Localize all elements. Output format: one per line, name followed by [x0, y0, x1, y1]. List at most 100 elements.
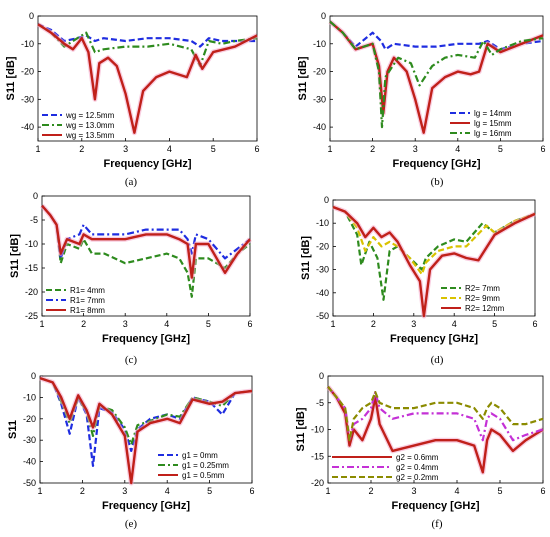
x-tick-label: 4: [454, 486, 459, 496]
y-tick-label: -30: [23, 435, 36, 445]
y-tick-label: -10: [21, 39, 34, 49]
x-tick-label: 6: [540, 144, 545, 154]
series-line-3: [39, 376, 253, 485]
x-axis-label: Frequency [GHz]: [392, 158, 480, 170]
y-tick-label: -20: [311, 478, 324, 488]
legend-entry: lg = 16mm: [474, 129, 512, 138]
x-axis-label: Frequency [GHz]: [390, 333, 478, 345]
legend-entry: R2= 12mm: [465, 304, 505, 313]
x-tick-label: 4: [165, 486, 170, 496]
legend-entry: R2= 9mm: [465, 294, 500, 303]
legend-entry: g2 = 0.4mm: [396, 463, 439, 472]
y-tick-label: -20: [25, 287, 38, 297]
x-tick-label: 6: [532, 319, 537, 329]
x-tick-label: 3: [123, 144, 128, 154]
y-tick-label: -15: [25, 263, 38, 273]
x-tick-label: 2: [80, 486, 85, 496]
legend-entry: wg = 13.0mm: [65, 121, 115, 130]
x-tick-label: 2: [81, 319, 86, 329]
x-axis-label: Frequency [GHz]: [102, 333, 190, 345]
x-tick-label: 1: [327, 144, 332, 154]
y-tick-label: 0: [319, 371, 324, 381]
y-tick-label: -50: [316, 311, 329, 321]
y-tick-label: -10: [313, 39, 326, 49]
y-tick-label: -20: [21, 67, 34, 77]
y-axis-label: S11 [dB]: [9, 234, 21, 278]
x-tick-label: 5: [497, 486, 502, 496]
x-tick-label: 4: [167, 144, 172, 154]
x-tick-label: 5: [211, 144, 216, 154]
legend-entry: g1 = 0mm: [182, 451, 218, 460]
y-tick-label: 0: [321, 11, 326, 21]
panel-caption: (b): [431, 176, 444, 188]
panel-caption: (c): [125, 354, 138, 366]
legend-entry: g1 = 0.5mm: [182, 471, 225, 480]
x-tick-label: 3: [411, 319, 416, 329]
series-line-3: [327, 386, 544, 442]
plot-frame: [332, 199, 536, 317]
x-axis-label: Frequency [GHz]: [102, 500, 190, 512]
panel-caption: (e): [125, 518, 138, 530]
series-line-1: [41, 204, 251, 298]
y-tick-label: -5: [316, 398, 324, 408]
y-tick-label: -40: [21, 122, 34, 132]
x-axis-label: Frequency [GHz]: [103, 158, 191, 170]
legend-entry: wg = 12.5mm: [65, 111, 115, 120]
x-tick-label: 3: [122, 486, 127, 496]
y-tick-label: -20: [23, 414, 36, 424]
x-tick-label: 1: [39, 319, 44, 329]
y-tick-label: -40: [313, 122, 326, 132]
plot-frame: [39, 375, 253, 484]
panel-caption: (a): [125, 176, 138, 188]
legend-entry: R1= 4mm: [70, 286, 105, 295]
legend-entry: wg = 13.5mm: [65, 131, 115, 140]
x-tick-label: 1: [37, 486, 42, 496]
y-tick-label: -30: [313, 94, 326, 104]
legend-entry: g1 = 0.25mm: [182, 461, 229, 470]
x-tick-label: 2: [79, 144, 84, 154]
plot-frame: [327, 375, 544, 484]
y-tick-label: 0: [31, 371, 36, 381]
legend-entry: R1= 8mm: [70, 306, 105, 315]
y-tick-label: -25: [25, 311, 38, 321]
y-tick-label: 0: [29, 11, 34, 21]
y-tick-label: -15: [311, 451, 324, 461]
y-tick-label: -30: [21, 94, 34, 104]
series-line-1: [327, 385, 544, 474]
y-tick-label: -5: [30, 215, 38, 225]
x-tick-label: 1: [35, 144, 40, 154]
y-tick-label: 0: [324, 195, 329, 205]
series-line-2: [332, 205, 536, 276]
legend-entry: g2 = 0.6mm: [396, 453, 439, 462]
x-tick-label: 3: [413, 144, 418, 154]
y-axis-label: S11 [dB]: [300, 236, 312, 280]
x-tick-label: 2: [370, 144, 375, 154]
y-tick-label: -40: [316, 288, 329, 298]
x-axis-label: Frequency [GHz]: [391, 500, 479, 512]
x-tick-label: 4: [164, 319, 169, 329]
y-tick-label: -30: [316, 265, 329, 275]
y-tick-label: 0: [33, 191, 38, 201]
y-tick-label: -20: [316, 241, 329, 251]
x-tick-label: 5: [206, 319, 211, 329]
series-line-2: [37, 23, 258, 68]
x-tick-label: 6: [249, 486, 254, 496]
y-axis-label: S11 [dB]: [297, 56, 309, 100]
series-line-1: [37, 23, 257, 48]
x-tick-label: 3: [411, 486, 416, 496]
series-line-3: [332, 205, 536, 318]
y-tick-label: -10: [25, 239, 38, 249]
series-line-3: [37, 23, 258, 134]
series-line-2: [329, 20, 544, 134]
y-axis-label: S11 [dB]: [5, 56, 17, 100]
